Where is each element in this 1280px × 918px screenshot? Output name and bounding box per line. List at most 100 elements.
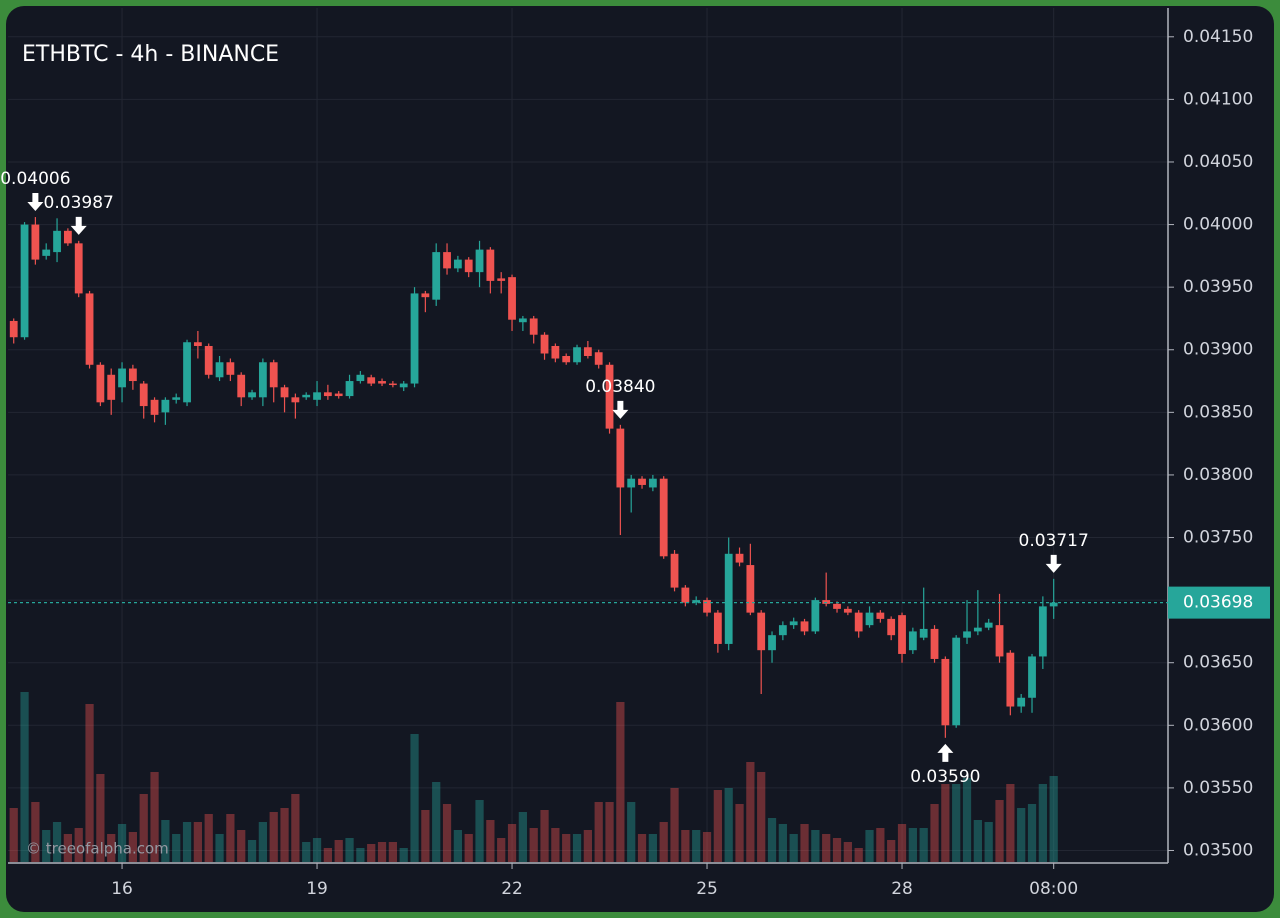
volume-bar [182,822,192,862]
candle-body [378,381,386,384]
volume-bar [31,802,40,862]
volume-bar [659,822,668,862]
candle-body [876,612,885,619]
volume-bar [692,830,701,862]
volume-bar [432,782,441,862]
volume-bar [453,830,462,862]
candle-body [215,362,224,378]
volume-bar [128,832,137,862]
candle-body [529,318,538,335]
volume-bar [681,830,690,862]
y-tick-label: 0.03750 [1183,528,1253,548]
candle-body [757,612,766,651]
y-tick-label: 0.04100 [1183,89,1253,109]
candle-body [150,399,159,415]
candle-body [399,383,408,388]
candle-body [638,478,646,485]
volume-bar [822,834,831,862]
volume-bar [930,804,939,862]
last-price-tag [1168,586,1270,619]
volume-bar [291,794,300,862]
candle-body [204,345,213,375]
x-tick-label: 28 [891,879,913,899]
y-tick-label: 0.04000 [1183,215,1253,235]
y-tick-label: 0.03900 [1183,340,1253,360]
volume-bar [952,784,961,862]
candle-body [984,622,993,628]
candle-body [1006,652,1015,707]
volume-bar [800,824,809,862]
candle-body [63,230,72,244]
volume-bar [746,762,755,862]
candle-body [963,631,971,638]
candle-body [768,635,776,651]
volume-bar [962,778,972,862]
annotation-label: 0.03717 [1019,531,1089,551]
candle-body [20,224,29,338]
candle-body [865,612,874,626]
candle-body [800,621,809,632]
volume-bar [323,848,332,862]
volume-bar [854,848,863,862]
candle-body [74,243,83,294]
candle-body [703,600,711,613]
candle-body [107,374,116,400]
annotation-arrow [27,193,44,212]
volume-bar [20,692,29,862]
candle-body [410,293,419,384]
candle-body [952,637,961,726]
volume-bar [724,788,733,862]
volume-bar [96,774,105,862]
candle-body [605,364,614,429]
candle-body [551,345,560,359]
candle-body [659,478,668,557]
volume-bar [984,822,993,862]
volume-bar [280,808,289,862]
candle-body [172,397,181,400]
volume-bar [1049,776,1058,862]
volume-bar [312,838,322,862]
candle-body [313,392,321,400]
candle-body [941,658,950,726]
volume-bar [367,844,376,862]
volume-bar [204,814,213,862]
annotation-arrow [612,400,629,419]
volume-bar [475,800,484,862]
volume-bar [150,772,159,862]
candle-body [237,374,246,398]
volume-bar [551,828,560,862]
candle-body [908,631,917,651]
volume-bar [627,802,636,862]
annotation-arrow [1045,554,1062,573]
candle-body [919,628,928,638]
candle-body [464,259,473,273]
candle-body [367,377,376,384]
chart-title: ETHBTC - 4h - BINANCE [22,42,279,67]
volume-bar [876,828,885,862]
candle-body [583,347,592,357]
y-tick-label: 0.03500 [1183,840,1253,860]
volume-bar [843,842,852,862]
x-tick-label: 08:00 [1029,879,1078,899]
volume-bar [442,804,452,862]
volume-bar [540,810,549,862]
candle-body [735,553,744,563]
candle-body [323,392,332,397]
candle-body [843,608,852,613]
volume-bar [605,802,614,862]
volume-bar [345,838,354,862]
candle-body [443,252,451,269]
y-tick-label: 0.03950 [1183,277,1253,297]
candle-body [1038,606,1047,657]
volume-bar [161,820,170,862]
volume-bar [919,828,928,862]
candle-body [887,618,896,636]
volume-bar [215,834,224,862]
candle-body [995,625,1004,657]
candle-body [356,374,365,382]
annotation-label: 0.03590 [910,767,980,787]
volume-bar [486,820,495,862]
volume-bar [529,828,538,862]
candle-body [139,383,148,407]
